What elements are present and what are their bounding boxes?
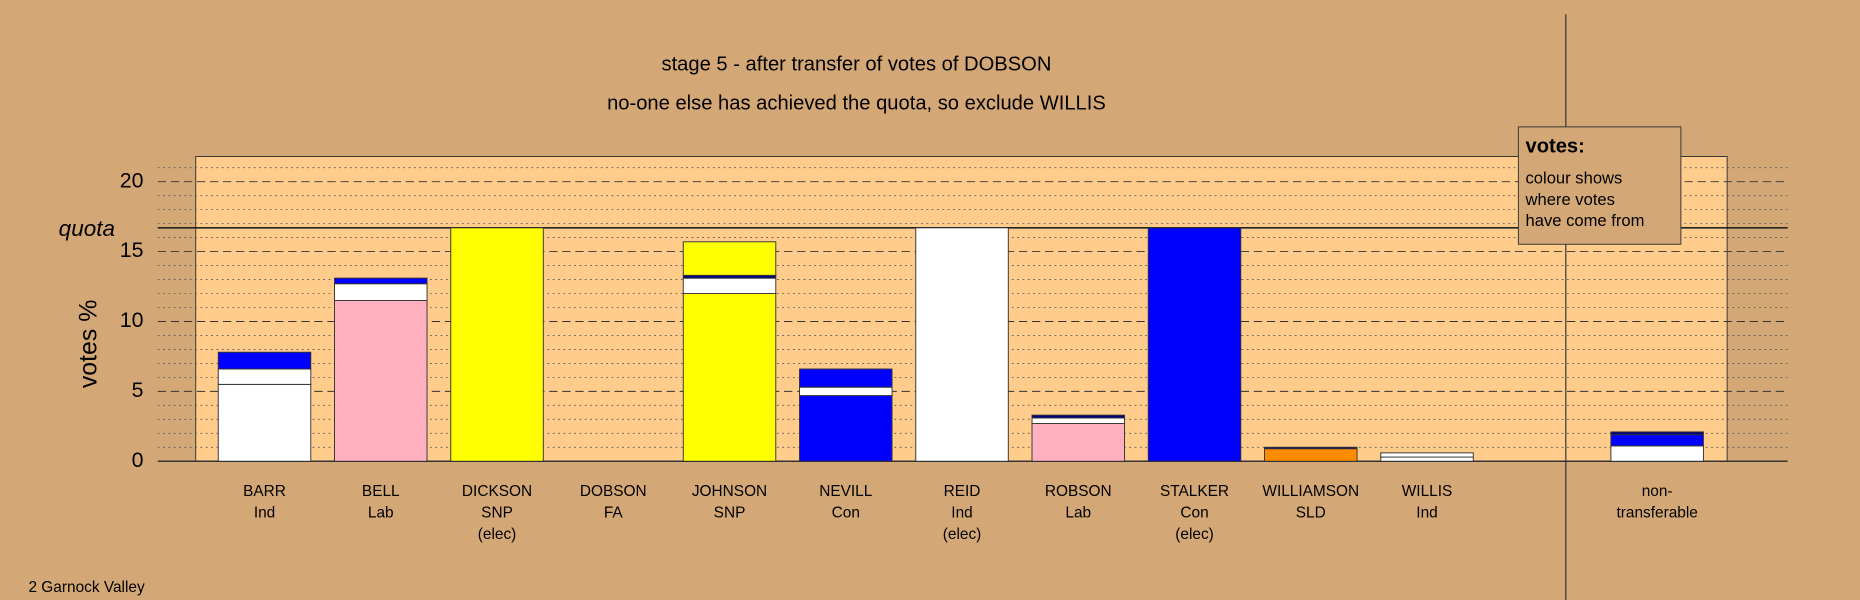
x-tick-label: transferable — [1616, 505, 1697, 522]
quota-label: quota — [59, 216, 115, 241]
y-tick-label: 15 — [120, 238, 144, 262]
x-tick-label: BARR — [243, 483, 286, 500]
bar-segment — [1031, 417, 1126, 424]
x-tick-label: non- — [1642, 483, 1673, 500]
chart-title: stage 5 - after transfer of votes of DOB… — [661, 54, 1051, 76]
x-tick-label: DICKSON — [462, 483, 532, 500]
y-tick-label: 10 — [120, 308, 144, 332]
x-tick-label: (elec) — [478, 526, 517, 543]
bar-segment — [217, 383, 312, 462]
chart-subtitle: no-one else has achieved the quota, so e… — [607, 93, 1106, 115]
bar-segment — [1264, 448, 1358, 462]
x-tick-label: ROBSON — [1045, 483, 1112, 500]
x-tick-label: SNP — [714, 505, 746, 522]
y-tick-label: 0 — [132, 448, 144, 472]
bar-segment — [799, 386, 893, 397]
bar-segment — [682, 293, 777, 462]
x-tick-label: Ind — [1416, 505, 1437, 522]
bar-segment — [217, 368, 312, 385]
legend-text: where votes — [1524, 190, 1614, 209]
y-axis-label: votes % — [75, 300, 103, 389]
bar-segment — [1264, 446, 1358, 450]
x-tick-label: (elec) — [943, 526, 982, 543]
bar-segment — [334, 283, 428, 301]
x-tick-label: (elec) — [1175, 526, 1214, 543]
x-tick-label: NEVILL — [819, 483, 873, 500]
bar-segment — [1380, 456, 1474, 462]
bar-segment — [1610, 445, 1704, 462]
bar-segment — [334, 277, 428, 285]
bar-segment — [682, 241, 777, 276]
x-tick-label: JOHNSON — [692, 483, 767, 500]
bar-segment — [217, 351, 312, 370]
x-tick-label: REID — [944, 483, 981, 500]
bar-segment — [1031, 414, 1126, 419]
x-tick-label: Lab — [1065, 505, 1091, 522]
bar-segment — [682, 277, 777, 294]
x-tick-label: Ind — [254, 505, 275, 522]
bar-segment — [915, 227, 1009, 462]
legend-text: colour shows — [1525, 168, 1622, 187]
x-tick-label: Con — [832, 505, 860, 522]
y-tick-label: 5 — [132, 378, 144, 402]
bar-segment — [334, 300, 428, 462]
bar-segment — [1031, 423, 1126, 462]
bar-segment — [1147, 227, 1242, 462]
bar-segment — [799, 368, 893, 388]
bar-segment — [450, 227, 544, 462]
x-tick-label: Lab — [368, 505, 394, 522]
x-tick-label: WILLIAMSON — [1262, 483, 1359, 500]
legend-text: have come from — [1525, 211, 1644, 230]
y-tick-label: 20 — [120, 168, 144, 192]
bar-segment — [1610, 431, 1704, 436]
bar-segment — [1610, 434, 1704, 447]
x-tick-label: STALKER — [1160, 483, 1229, 500]
footer: 2 Garnock Valley — [28, 579, 144, 596]
x-tick-label: DOBSON — [580, 483, 647, 500]
x-tick-label: BELL — [362, 483, 400, 500]
x-tick-label: FA — [604, 505, 624, 522]
x-tick-label: SLD — [1296, 505, 1326, 522]
bar-segment — [1380, 452, 1474, 458]
x-tick-label: WILLIS — [1402, 483, 1453, 500]
bar-segment — [799, 395, 893, 462]
x-tick-label: Ind — [951, 505, 972, 522]
x-tick-label: Con — [1180, 505, 1208, 522]
legend-box — [1517, 126, 1682, 245]
legend-title: votes: — [1525, 135, 1584, 157]
x-tick-label: SNP — [481, 505, 513, 522]
